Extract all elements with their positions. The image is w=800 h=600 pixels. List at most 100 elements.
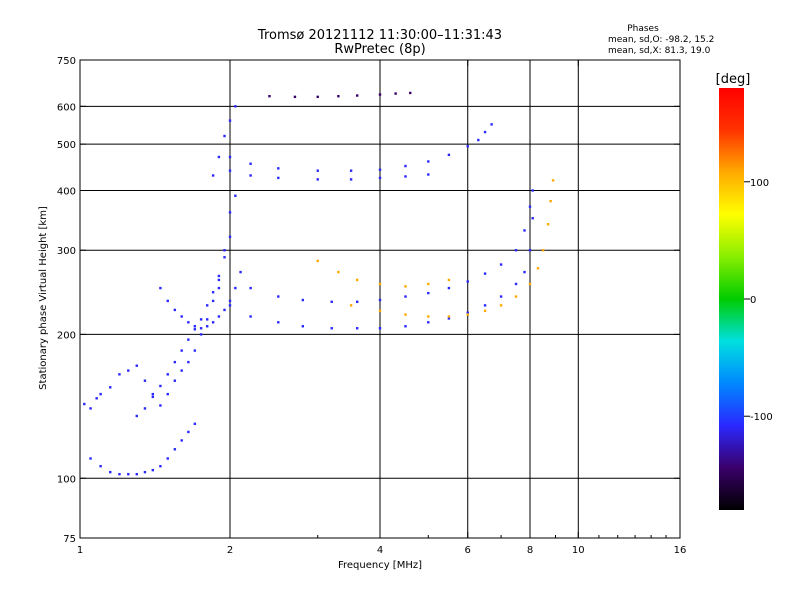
data-point — [427, 321, 430, 324]
data-point — [490, 123, 493, 126]
data-point — [531, 189, 534, 192]
colorbar — [719, 88, 744, 510]
data-point — [187, 338, 190, 341]
data-point — [404, 325, 407, 328]
data-point — [223, 308, 226, 312]
data-point — [378, 298, 382, 302]
data-point — [180, 369, 183, 372]
data-point — [528, 282, 532, 286]
data-point — [228, 235, 232, 239]
data-point — [355, 300, 359, 303]
y-tick-label: 200 — [57, 330, 76, 341]
data-point — [180, 439, 183, 442]
data-point — [135, 472, 138, 476]
data-point — [483, 304, 487, 307]
axis-ticks: 1 2 4 6 8 10 16 75 100 200 300 400 500 600 750 — [57, 56, 686, 556]
data-point — [316, 95, 319, 99]
data-point — [483, 309, 487, 313]
data-point — [143, 379, 147, 382]
data-point — [83, 402, 86, 406]
data-point — [211, 291, 215, 294]
data-point — [330, 327, 333, 330]
data-point — [293, 95, 297, 99]
data-point — [173, 379, 177, 382]
data-point — [228, 119, 232, 122]
data-point — [151, 392, 155, 396]
data-point — [234, 105, 237, 108]
data-point — [394, 92, 397, 95]
data-point — [109, 470, 112, 474]
data-point — [531, 217, 534, 220]
data-point — [159, 464, 162, 468]
phase-stats-x: mean, sd,X: 81.3, 19.0 — [608, 46, 711, 56]
y-tick-label: 75 — [63, 534, 76, 545]
x-tick-label: 8 — [527, 545, 533, 556]
y-axis-label: Stationary phase Virtual Height [km] — [38, 206, 49, 390]
x-tick-label: 10 — [572, 545, 585, 556]
data-point — [404, 164, 407, 168]
data-point — [277, 176, 280, 180]
data-point — [193, 349, 197, 352]
data-point — [523, 270, 526, 274]
data-point — [223, 256, 226, 259]
data-point — [551, 179, 555, 182]
data-point — [541, 249, 545, 252]
data-point — [349, 304, 353, 307]
data-point — [217, 315, 221, 318]
phase-stats-o: mean, sd,O: -98.2, 15.2 — [608, 35, 714, 45]
data-point — [228, 169, 232, 172]
data-point — [337, 94, 340, 98]
data-point — [528, 205, 532, 208]
y-tick-label: 600 — [57, 102, 76, 113]
data-point — [223, 134, 226, 138]
data-point — [217, 286, 221, 290]
y-tick-label: 750 — [57, 56, 76, 67]
data-point — [234, 194, 237, 197]
data-point — [378, 282, 382, 286]
data-point — [546, 223, 550, 226]
grid-lines — [80, 60, 680, 538]
data-point — [118, 373, 121, 376]
data-point — [466, 313, 469, 316]
data-point — [234, 286, 237, 290]
y-tick-label: 400 — [57, 186, 76, 197]
data-points — [83, 91, 555, 476]
data-point — [427, 315, 430, 318]
data-point — [143, 407, 147, 410]
data-point — [427, 291, 430, 295]
data-point — [159, 404, 162, 407]
data-point — [378, 176, 382, 180]
data-point — [404, 175, 407, 178]
data-point — [223, 249, 226, 252]
data-point — [166, 392, 169, 396]
data-point — [99, 392, 102, 396]
data-point — [536, 267, 540, 270]
data-point — [173, 360, 177, 364]
data-point — [159, 384, 162, 388]
data-point — [466, 145, 469, 148]
data-point — [239, 270, 242, 274]
data-point — [528, 249, 532, 252]
data-point — [404, 295, 407, 298]
colorbar-ticks: 100 0 -100 — [744, 178, 773, 423]
data-point — [355, 327, 359, 330]
data-point — [349, 178, 353, 181]
data-point — [378, 309, 382, 313]
data-point — [205, 318, 209, 321]
data-point — [499, 304, 503, 307]
data-point — [211, 299, 215, 303]
data-point — [549, 199, 552, 203]
data-point — [404, 313, 407, 316]
data-point — [427, 282, 430, 286]
data-point — [199, 333, 203, 336]
data-point — [514, 295, 518, 298]
data-point — [228, 155, 232, 159]
data-point — [316, 259, 319, 263]
data-point — [89, 457, 92, 460]
data-point — [447, 317, 451, 320]
data-point — [211, 174, 215, 177]
data-point — [447, 278, 451, 282]
data-point — [99, 464, 102, 468]
data-point — [349, 169, 353, 172]
data-point — [316, 169, 319, 172]
